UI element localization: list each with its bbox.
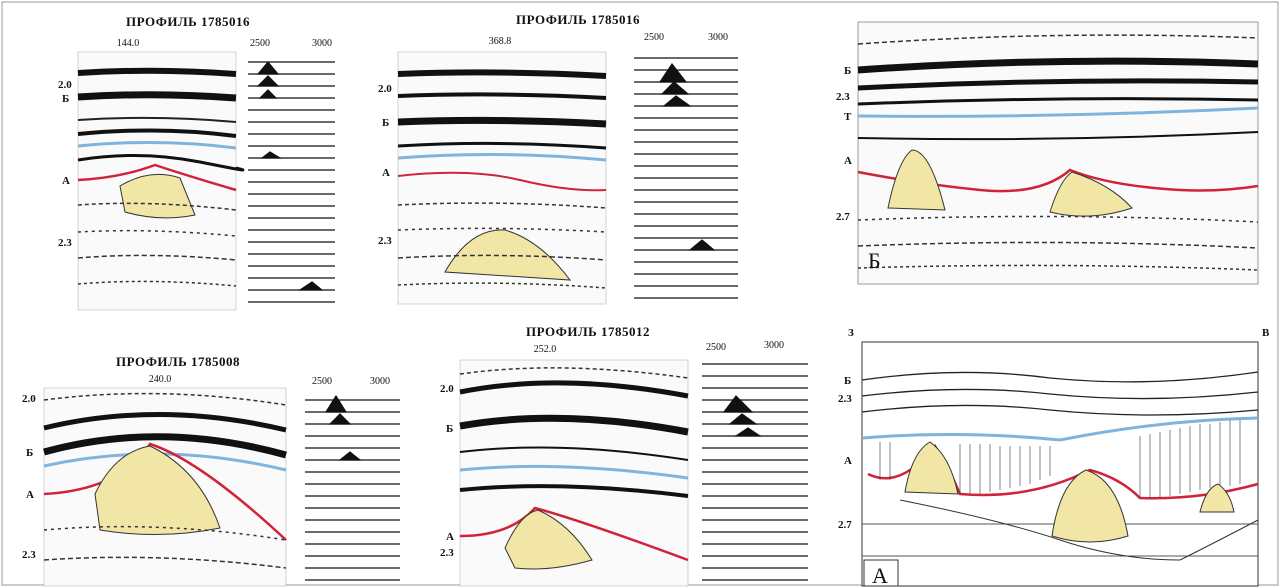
panel-4-red-horizon <box>459 506 689 562</box>
panel-4-label-2-3: 2.3 <box>440 547 454 559</box>
panel-2-label-2-0: 2.0 <box>378 83 392 95</box>
panel-4-label-2-0: 2.0 <box>440 383 454 395</box>
panel-1-blue-horizon <box>77 140 237 150</box>
panel-4-vel-3000: 3000 <box>764 340 784 351</box>
panel-a-label-B: Б <box>844 375 851 387</box>
panel-2-label-B: Б <box>382 117 389 129</box>
panel-3-title: ПРОФИЛЬ 1785008 <box>116 354 240 369</box>
panel-a-anomaly-body-2 <box>1051 469 1129 543</box>
profile-panel-1: ПРОФИЛЬ 1785016 144.0 2.0 Б А 2.3 2500 3… <box>58 14 335 311</box>
panel-2-tick: 368.8 <box>489 36 512 47</box>
panel-b-blue-horizon <box>857 106 1259 118</box>
panel-4-velocity-spectrum <box>702 363 808 581</box>
panel-4-blue-horizon <box>459 464 689 480</box>
panel-b-anomaly-body-2 <box>1049 171 1133 217</box>
panel-2-vel-2500: 2500 <box>644 32 664 43</box>
panel-3-vel-2500: 2500 <box>312 376 332 387</box>
panel-2-label-2-3: 2.3 <box>378 235 392 247</box>
panel-a-label-2-3: 2.3 <box>838 393 852 405</box>
panel-b-label-2-3: 2.3 <box>836 91 850 103</box>
panel-b: Б 2.3 T А 2.7 Б <box>836 21 1259 285</box>
panel-b-label-T: T <box>844 111 852 123</box>
panel-4-vel-2500: 2500 <box>706 342 726 353</box>
panel-3-label-B: Б <box>26 447 33 459</box>
panel-2-anomaly-body <box>444 229 572 281</box>
panel-3-tick: 240.0 <box>149 374 172 385</box>
panel-1-label-B: Б <box>62 93 69 105</box>
panel-1-label-2-0: 2.0 <box>58 79 72 91</box>
panel-4-label-B: Б <box>446 423 453 435</box>
panel-3-label-A: А <box>26 489 34 501</box>
panel-b-label-2-7: 2.7 <box>836 211 850 223</box>
panel-3-label-2-3: 2.3 <box>22 549 36 561</box>
panel-b-letter: Б <box>868 248 881 273</box>
panel-a-label-A: А <box>844 455 852 467</box>
panel-a-anomaly-body-1 <box>904 441 959 495</box>
panel-a-label-2-7: 2.7 <box>838 519 852 531</box>
panel-b-label-B: Б <box>844 65 851 77</box>
panel-3-reflectors <box>43 392 287 569</box>
panel-2-label-A: А <box>382 167 390 179</box>
profile-panel-4: ПРОФИЛЬ 1785012 252.0 2.0 Б А 2.3 2500 3… <box>440 324 808 587</box>
panel-3-label-2-0: 2.0 <box>22 393 36 405</box>
panel-4-label-A: А <box>446 531 454 543</box>
panel-1-red-horizon <box>77 163 237 192</box>
panel-2-red-horizon <box>397 171 607 192</box>
panel-1-anomaly-body <box>119 173 196 219</box>
panel-a-letter: А <box>872 563 888 587</box>
panel-4-anomaly-body <box>504 509 593 570</box>
panel-1-title: ПРОФИЛЬ 1785016 <box>126 14 250 29</box>
panel-2-vel-3000: 3000 <box>708 32 728 43</box>
panel-3-velocity-spectrum <box>305 394 400 581</box>
panel-a-anomaly-body-3 <box>1199 483 1235 513</box>
panel-4-tick: 252.0 <box>534 344 557 355</box>
panel-2-reflectors <box>397 69 607 289</box>
panel-4-reflectors <box>459 367 689 570</box>
panel-1-reflectors <box>77 67 245 287</box>
panel-4-title: ПРОФИЛЬ 1785012 <box>526 324 650 339</box>
panel-3-vel-3000: 3000 <box>370 376 390 387</box>
panel-a-hatched-zone <box>879 420 1241 498</box>
panel-1-tick: 144.0 <box>117 38 140 49</box>
panel-a-blue-horizon <box>861 416 1259 442</box>
panel-2-velocity-spectrum <box>634 57 738 299</box>
panel-a-east: В <box>1262 327 1270 339</box>
panel-3-red-horizon <box>43 442 287 541</box>
panel-b-label-A: А <box>844 155 852 167</box>
panel-1-velocity-spectrum <box>248 61 335 303</box>
panel-a: З В Б 2.3 А 2.7 А <box>838 327 1270 587</box>
panel-a-west: З <box>848 327 854 339</box>
panel-1-label-A: А <box>62 175 70 187</box>
profile-panel-2: ПРОФИЛЬ 1785016 368.8 2.0 Б А 2.3 2500 3… <box>378 12 738 305</box>
panel-b-anomaly-body-1 <box>887 149 946 211</box>
panel-3-anomaly-body <box>94 445 221 536</box>
panel-1-vel-3000: 3000 <box>312 38 332 49</box>
panel-1-vel-2500: 2500 <box>250 38 270 49</box>
profile-panel-3: ПРОФИЛЬ 1785008 240.0 2.0 Б А 2.3 2500 3… <box>22 354 400 587</box>
panel-2-blue-horizon <box>397 152 607 162</box>
panel-2-title: ПРОФИЛЬ 1785016 <box>516 12 640 27</box>
panel-1-label-2-3: 2.3 <box>58 237 72 249</box>
panel-b-reflectors <box>857 34 1259 271</box>
